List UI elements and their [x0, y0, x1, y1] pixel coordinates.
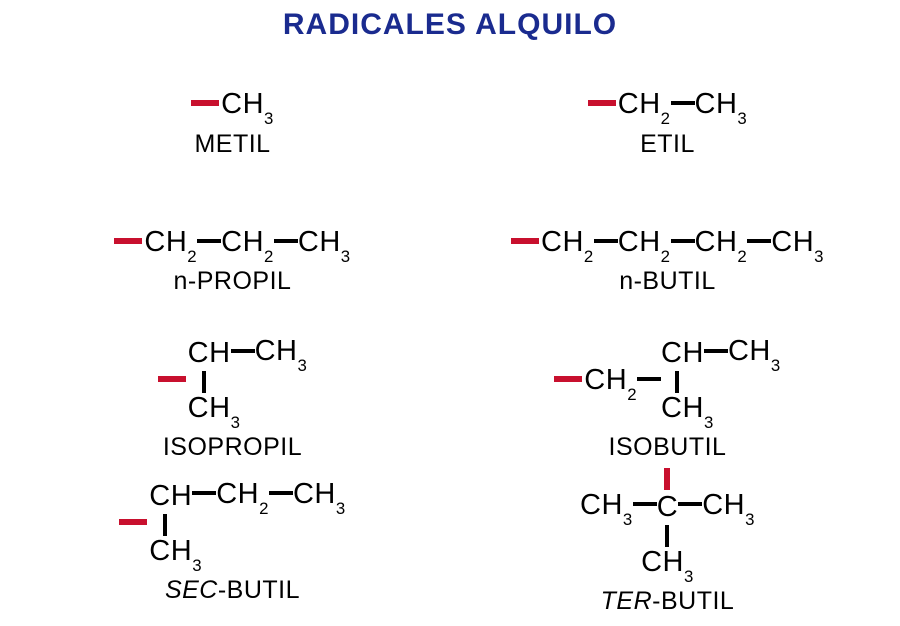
- page-title: RADICALES ALQUILO: [0, 8, 900, 42]
- group-ch3: CH3: [188, 393, 241, 427]
- group-c: C: [657, 492, 678, 522]
- group-ch2: CH2: [695, 227, 748, 261]
- radicals-grid: CH3 METIL CH2 CH3 ETIL CH2 CH2 CH3: [20, 55, 880, 616]
- group-ch2: CH2: [618, 227, 671, 261]
- bond-icon: [671, 239, 695, 243]
- cell-terbutil: CH3 C CH3 CH3 TER-BUTIL: [455, 468, 880, 616]
- group-ch3: CH3: [580, 490, 633, 524]
- label-nbutil: n-BUTIL: [619, 267, 716, 296]
- radical-bond-icon: [158, 376, 186, 382]
- bond-icon: [633, 502, 657, 506]
- bond-icon: [274, 239, 298, 243]
- group-ch: CH: [661, 338, 704, 368]
- bond-icon: [678, 502, 702, 506]
- group-ch: CH: [149, 481, 192, 511]
- label-etil: ETIL: [640, 130, 695, 159]
- group-ch2: CH2: [144, 227, 197, 261]
- cell-nbutil: CH2 CH2 CH2 CH3 n-BUTIL: [455, 193, 880, 331]
- formula-etil: CH2 CH3: [588, 89, 748, 123]
- bond-icon: [192, 491, 216, 495]
- group-ch3: CH3: [293, 479, 346, 513]
- group-ch: CH: [188, 338, 231, 368]
- group-ch2: CH2: [618, 89, 671, 123]
- cell-npropil: CH2 CH2 CH3 n-PROPIL: [20, 193, 445, 331]
- cell-isopropil: CH CH3 CH3 ISOPROPIL: [20, 330, 445, 468]
- radical-bond-icon: [554, 376, 582, 382]
- group-ch2: CH2: [216, 479, 269, 513]
- label-secbutil: SEC-BUTIL: [165, 576, 300, 605]
- label-isopropil: ISOPROPIL: [163, 433, 302, 462]
- group-ch2: CH2: [541, 227, 594, 261]
- group-ch2: CH2: [221, 227, 274, 261]
- group-ch2: CH2: [584, 365, 637, 399]
- bond-icon: [269, 491, 293, 495]
- cell-isobutil: CH2 CH CH3 CH3 ISOBUTIL: [455, 330, 880, 468]
- label-npropil: n-PROPIL: [174, 267, 292, 296]
- group-ch3: CH3: [728, 336, 781, 370]
- bond-icon: [637, 377, 661, 381]
- radical-vertical-bond-icon: [664, 468, 670, 490]
- cell-etil: CH2 CH3 ETIL: [455, 55, 880, 193]
- formula-metil: CH3: [191, 89, 274, 123]
- bond-icon: [594, 239, 618, 243]
- cell-metil: CH3 METIL: [20, 55, 445, 193]
- label-isobutil: ISOBUTIL: [609, 433, 727, 462]
- group-ch3: CH3: [221, 89, 274, 123]
- bond-icon: [747, 239, 771, 243]
- label-metil: METIL: [194, 130, 270, 159]
- radical-bond-icon: [119, 519, 147, 525]
- radical-bond-icon: [588, 100, 616, 106]
- formula-secbutil: CH CH2 CH3 CH3: [119, 479, 345, 570]
- radical-bond-icon: [511, 238, 539, 244]
- vertical-bond-icon: [675, 371, 679, 393]
- bond-icon: [704, 349, 728, 353]
- group-ch3: CH3: [255, 336, 308, 370]
- group-ch3: CH3: [771, 227, 824, 261]
- vertical-bond-icon: [163, 514, 167, 536]
- vertical-bond-icon: [202, 371, 206, 393]
- group-ch3: CH3: [149, 536, 202, 570]
- group-ch3: CH3: [298, 227, 351, 261]
- bond-icon: [197, 239, 221, 243]
- formula-isopropil: CH CH3 CH3: [158, 336, 308, 427]
- label-terbutil: TER-BUTIL: [601, 587, 735, 616]
- vertical-bond-icon: [665, 525, 669, 547]
- bond-icon: [671, 101, 695, 105]
- group-ch3: CH3: [702, 490, 755, 524]
- group-ch3: CH3: [695, 89, 748, 123]
- bond-icon: [231, 349, 255, 353]
- radical-bond-icon: [114, 238, 142, 244]
- cell-secbutil: CH CH2 CH3 CH3 SEC-BUTIL: [20, 468, 445, 616]
- group-ch3: CH3: [641, 547, 694, 581]
- group-ch3: CH3: [661, 393, 714, 427]
- formula-npropil: CH2 CH2 CH3: [114, 227, 350, 261]
- formula-terbutil: CH3 C CH3 CH3: [580, 468, 755, 581]
- radical-bond-icon: [191, 100, 219, 106]
- formula-nbutil: CH2 CH2 CH2 CH3: [511, 227, 824, 261]
- formula-isobutil: CH2 CH CH3 CH3: [554, 336, 780, 427]
